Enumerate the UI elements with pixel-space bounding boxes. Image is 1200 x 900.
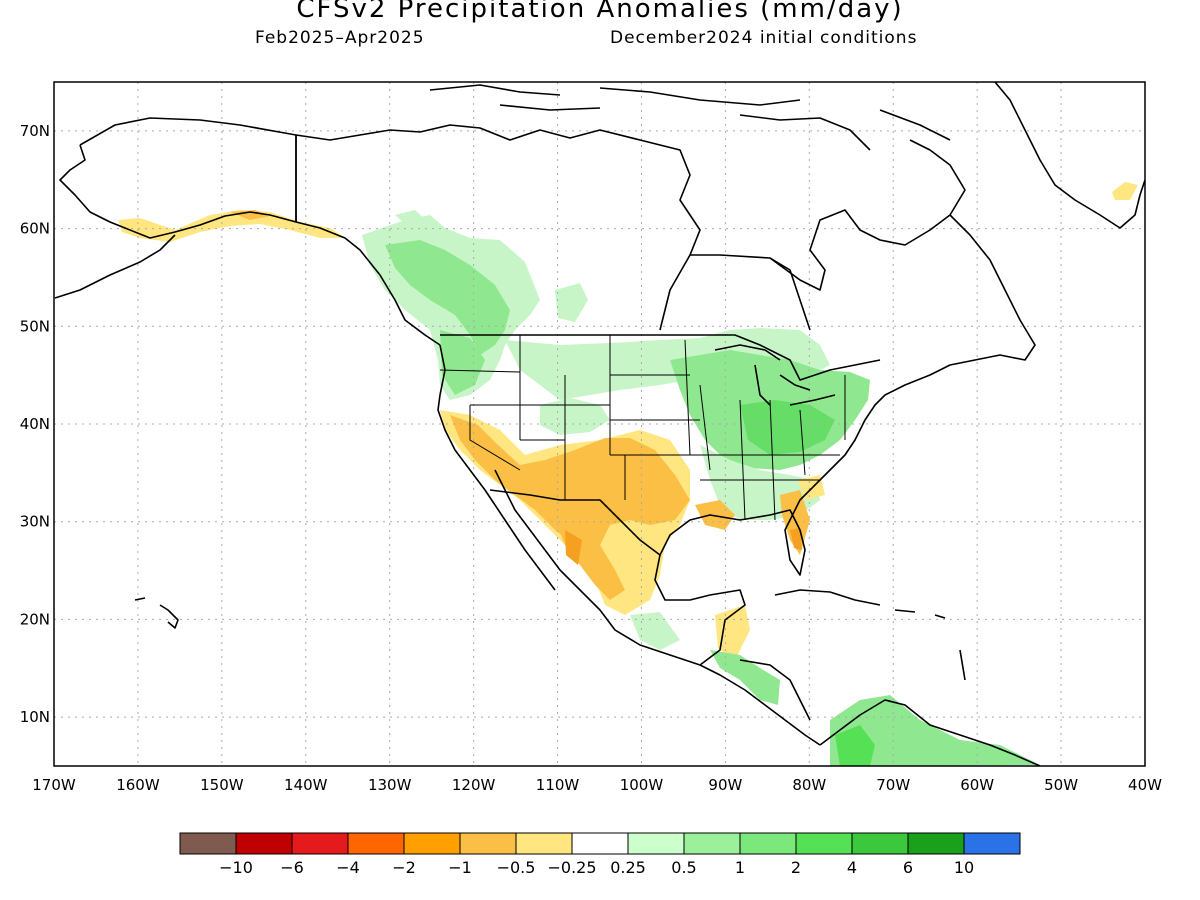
- colorbar-tick-label: −1: [448, 858, 472, 877]
- coastline-alaska: [54, 117, 441, 346]
- coastline-canada-arctic: [295, 124, 966, 291]
- colorbar-swatch: [515, 832, 573, 855]
- lat-tick-label: 60N: [20, 220, 50, 238]
- coastline-greenland: [994, 82, 1145, 229]
- colorbar-swatch: [627, 832, 685, 855]
- anomaly-region-colombia-mid-green: [835, 725, 875, 766]
- border-us-canada: [440, 334, 881, 381]
- colorbar: [179, 832, 1021, 855]
- colorbar-swatch: [403, 832, 461, 855]
- anomaly-region-central-america-green: [710, 650, 780, 705]
- anomaly-region-mexico-south-light-green: [630, 612, 680, 650]
- colorbar-tick-label: 2: [791, 858, 801, 877]
- colorbar-swatch: [347, 832, 405, 855]
- lon-tick-label: 130W: [368, 776, 412, 794]
- colorbar-tick-label: −6: [280, 858, 304, 877]
- latitude-labels: 10N 20N 30N 40N 50N 60N 70N: [20, 122, 50, 726]
- coastline-labrador: [884, 214, 1036, 396]
- colorbar-tick-label: −10: [219, 858, 253, 877]
- lat-tick-label: 70N: [20, 122, 50, 140]
- colorbar-tick-label: 1: [735, 858, 745, 877]
- coastline-caribbean: [774, 589, 966, 681]
- lon-tick-label: 110W: [536, 776, 580, 794]
- coastline-central-america: [699, 659, 821, 746]
- colorbar-tick-label: 0.25: [610, 858, 646, 877]
- state-borders: [439, 335, 846, 521]
- lat-tick-label: 40N: [20, 415, 50, 433]
- longitude-labels: 170W 160W 150W 140W 130W 120W 110W 100W 90W 80W 70…: [32, 776, 1162, 794]
- anomaly-region-bc-green: [440, 330, 485, 395]
- anomaly-region-florida-dark-orange: [790, 528, 802, 550]
- map-title: CFSv2 Precipitation Anomalies (mm/day): [296, 0, 904, 24]
- anomaly-shading: [118, 182, 1138, 766]
- forecast-period: Feb2025–Apr2025: [255, 28, 425, 48]
- lon-tick-label: 70W: [876, 776, 910, 794]
- lon-tick-label: 90W: [708, 776, 742, 794]
- coastline-gulf: [654, 394, 886, 666]
- coastline-hudson-bay: [659, 254, 811, 331]
- lon-tick-label: 100W: [620, 776, 664, 794]
- lat-tick-label: 50N: [20, 317, 50, 335]
- map-frame: [53, 81, 1146, 767]
- colorbar-swatch: [851, 832, 909, 855]
- anomaly-region-alberta-light-green: [555, 283, 588, 322]
- anomaly-region-southwest-orange: [450, 415, 690, 560]
- lon-tick-label: 140W: [284, 776, 328, 794]
- colorbar-tick-label: 10: [954, 858, 974, 877]
- colorbar-swatch: [907, 832, 965, 855]
- lon-tick-label: 60W: [960, 776, 994, 794]
- colorbar-tick-label: −0.25: [547, 858, 596, 877]
- lon-tick-label: 80W: [792, 776, 826, 794]
- coastline-us-west: [437, 344, 701, 666]
- lat-tick-label: 10N: [20, 708, 50, 726]
- colorbar-tick-label: 4: [847, 858, 857, 877]
- anomaly-region-nw-green: [385, 240, 510, 355]
- anomaly-region-alaska-orange: [230, 210, 270, 220]
- coastline-south-america: [819, 699, 1041, 766]
- anomaly-region-greenland-yellow: [1112, 182, 1138, 200]
- lat-tick-label: 20N: [20, 610, 50, 628]
- colorbar-swatch: [683, 832, 741, 855]
- anomaly-region-yucatan-light-yellow: [715, 605, 750, 660]
- anomaly-region-south-america-green: [830, 695, 1040, 766]
- colorbar-swatch: [235, 832, 293, 855]
- coastline-great-lakes: [714, 344, 836, 406]
- lon-tick-label: 170W: [32, 776, 76, 794]
- lon-tick-label: 160W: [116, 776, 160, 794]
- colorbar-labels: −10 −6 −4 −2 −1 −0.5 −0.25 0.25 0.5 1 2 4 6 10: [219, 858, 974, 877]
- colorbar-swatch: [795, 832, 853, 855]
- lat-tick-label: 30N: [20, 513, 50, 531]
- lon-tick-label: 50W: [1044, 776, 1078, 794]
- colorbar-tick-label: −2: [392, 858, 416, 877]
- coastline-arctic-islands: [429, 84, 951, 151]
- colorbar-swatch: [459, 832, 517, 855]
- lon-tick-label: 150W: [200, 776, 244, 794]
- coastlines: [54, 82, 1145, 766]
- colorbar-swatch: [179, 832, 237, 855]
- lon-tick-label: 120W: [452, 776, 496, 794]
- colorbar-swatch: [739, 832, 797, 855]
- colorbar-swatch: [571, 832, 629, 855]
- colorbar-tick-label: 6: [903, 858, 913, 877]
- colorbar-tick-label: −0.5: [497, 858, 536, 877]
- initial-conditions: December2024 initial conditions: [610, 28, 918, 48]
- anomaly-region-ohio-mid-green: [740, 400, 835, 455]
- colorbar-tick-label: −4: [336, 858, 360, 877]
- lon-tick-label: 40W: [1128, 776, 1162, 794]
- coastline-hawaii: [134, 597, 179, 629]
- colorbar-tick-label: 0.5: [671, 858, 696, 877]
- anomaly-region-sierra-madre-dark-orange: [565, 530, 582, 565]
- anomaly-region-alaska-yellow: [118, 210, 345, 242]
- colorbar-swatch: [291, 832, 349, 855]
- anomaly-region-yukon-light-green: [395, 210, 428, 228]
- colorbar-swatch: [963, 832, 1021, 855]
- border-us-mexico: [489, 489, 661, 556]
- anomaly-region-louisiana-orange: [695, 500, 735, 530]
- graticule: [54, 82, 1145, 766]
